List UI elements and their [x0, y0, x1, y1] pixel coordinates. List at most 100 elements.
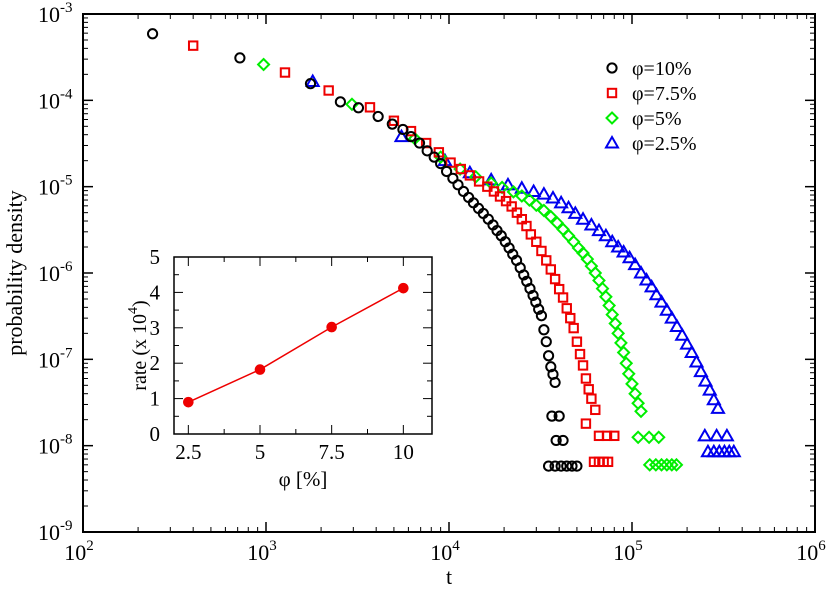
data-point — [372, 110, 384, 123]
data-point — [580, 373, 592, 384]
data-point — [413, 137, 426, 149]
data-point — [604, 233, 620, 248]
data-point — [550, 434, 562, 447]
data-point — [577, 360, 589, 371]
data-point — [428, 151, 440, 163]
data-point — [256, 57, 271, 72]
data-point — [648, 286, 665, 301]
data-point — [616, 345, 631, 360]
data-point — [405, 131, 417, 143]
data-point — [706, 391, 722, 406]
y-tick-label: 10-9 — [38, 518, 73, 545]
data-point — [583, 216, 600, 231]
data-point — [464, 170, 476, 181]
data-point — [574, 348, 586, 360]
data-point — [445, 157, 456, 168]
data-point — [455, 163, 466, 175]
data-point — [553, 410, 565, 422]
data-point — [664, 310, 680, 324]
data-point — [674, 327, 690, 341]
legend-item: φ=10% — [606, 58, 691, 80]
data-point — [560, 199, 577, 214]
data-point — [557, 292, 569, 303]
data-point — [628, 386, 643, 401]
series-circle — [146, 28, 583, 472]
data-point — [571, 336, 583, 347]
y-tick-label: 10-4 — [38, 86, 73, 113]
x-tick-label: 102 — [64, 538, 94, 565]
legend-label: φ=2.5% — [632, 133, 696, 155]
data-point — [553, 194, 569, 209]
data-point — [279, 67, 291, 78]
main-plot-points — [146, 28, 742, 472]
data-point — [542, 350, 555, 362]
data-point — [598, 227, 614, 242]
y-tick-label: 10-8 — [38, 432, 73, 459]
legend-item: φ=7.5% — [606, 83, 696, 105]
data-point — [688, 354, 705, 368]
data-point — [433, 150, 448, 165]
data-point — [651, 430, 666, 445]
data-point — [304, 78, 317, 90]
inset-y-tick-label: 0 — [150, 422, 161, 446]
data-point — [586, 393, 597, 404]
data-point — [669, 318, 685, 333]
data-point — [473, 176, 485, 187]
data-point — [561, 303, 572, 314]
data-point — [669, 457, 684, 472]
inset-y-tick-label: 4 — [150, 280, 161, 304]
data-point — [323, 85, 334, 96]
data-point — [601, 430, 613, 442]
legend-marker — [604, 134, 620, 149]
inset-chart: 2.5 5 7.5 10 0 1 2 3 4 5 φ [%] rate (x 104) — [114, 243, 447, 491]
data-point — [545, 264, 557, 275]
x-tick-label: 106 — [796, 538, 826, 565]
data-point — [538, 324, 550, 336]
data-point — [575, 211, 591, 225]
inset-series-line — [188, 287, 404, 403]
data-point — [615, 244, 632, 258]
data-point — [546, 410, 558, 422]
data-point — [345, 97, 359, 112]
data-point — [683, 344, 700, 358]
data-point — [568, 322, 579, 334]
data-point — [352, 102, 365, 114]
data-point — [565, 312, 576, 324]
data-point — [625, 376, 639, 391]
data-point — [571, 460, 583, 472]
data-point — [545, 189, 561, 204]
inset-y-axis-label: rate (x 104) — [126, 300, 151, 390]
inset-data-point — [254, 364, 266, 375]
legend-label: φ=5% — [632, 108, 681, 130]
inset-data-point — [183, 396, 194, 408]
inset-x-tick-label: 5 — [255, 440, 266, 464]
data-point — [386, 118, 398, 130]
y-tick-label: 10-3 — [38, 0, 73, 27]
series-square — [187, 40, 620, 468]
data-point — [518, 269, 530, 281]
data-point — [702, 382, 718, 396]
data-point — [608, 316, 623, 331]
data-point — [643, 278, 660, 293]
inset-data-point — [326, 321, 337, 333]
data-point — [536, 203, 551, 218]
inset-x-tick-label: 10 — [393, 440, 414, 464]
legend-label: φ=10% — [632, 58, 691, 80]
data-point — [529, 198, 544, 213]
data-point — [549, 273, 561, 285]
x-axis-label: t — [446, 564, 452, 587]
data-point — [522, 193, 537, 207]
data-point — [457, 185, 470, 198]
data-point — [555, 460, 567, 472]
data-point — [610, 238, 626, 253]
data-point — [619, 356, 634, 371]
data-point — [679, 336, 695, 350]
data-point — [421, 145, 433, 157]
data-point — [440, 165, 453, 178]
legend: φ=10% φ=7.5% φ=5% φ=2.5% — [604, 58, 696, 155]
data-point — [566, 460, 578, 472]
data-point — [566, 234, 581, 249]
data-point — [545, 361, 557, 373]
